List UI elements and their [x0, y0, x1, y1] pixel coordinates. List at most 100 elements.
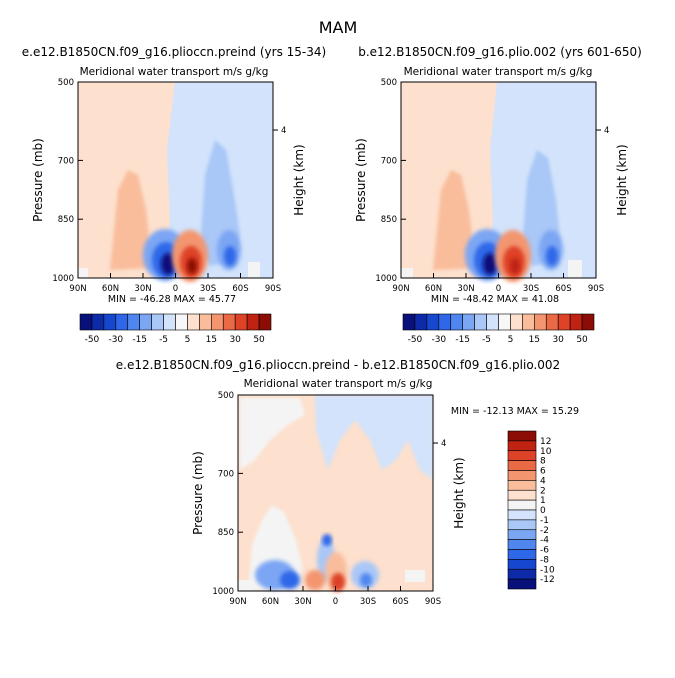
colorbar-box	[507, 460, 537, 471]
colorbar-label: 6	[540, 467, 546, 477]
colorbar-box	[474, 313, 487, 331]
colorbar-label: 15	[206, 335, 217, 345]
panel-right: b.e12.B1850CN.f09_g16.plio.002 (yrs 601-…	[358, 45, 642, 282]
colorbar-box	[507, 519, 537, 531]
colorbar-label: 12	[540, 437, 551, 447]
colorbar-box	[450, 313, 463, 331]
x-tick-label: 90N	[392, 284, 409, 294]
y-axis-label: Pressure (mb)	[191, 451, 205, 535]
colorbar-box	[91, 313, 105, 331]
y-tick-label: 850	[58, 215, 74, 225]
positive-core-inner	[187, 258, 197, 274]
height-axis-label: Height (km)	[292, 144, 306, 215]
panel-diff-subtitle: Meridional water transport m/s g/kg	[244, 378, 433, 390]
colorbar-box	[507, 539, 537, 550]
zero-patch	[248, 262, 260, 278]
panel-right-title: b.e12.B1850CN.f09_g16.plio.002 (yrs 601-…	[358, 45, 642, 59]
colorbar-box	[175, 313, 188, 331]
colorbar-box	[507, 509, 537, 521]
colorbar-label: -4	[540, 536, 549, 546]
colorbar-box	[507, 559, 537, 570]
colorbar-label: -8	[540, 555, 549, 565]
negative-field	[315, 395, 433, 480]
colorbar-box	[581, 313, 595, 331]
x-tick-label: 90N	[69, 284, 86, 294]
colorbar-label: -10	[540, 565, 555, 575]
x-tick-label: 30N	[294, 597, 311, 607]
y-tick-label: 1000	[375, 274, 397, 284]
colorbar-box	[402, 313, 416, 331]
x-tick-label: 60N	[262, 597, 279, 607]
min-max-stats: MIN = -48.42 MAX = 41.08	[431, 294, 559, 305]
y-tick-label: 700	[58, 156, 74, 166]
colorbar-box	[258, 313, 272, 331]
x-tick-label: 30N	[457, 284, 474, 294]
colorbar-label: -6	[540, 546, 549, 556]
colorbar-label: 50	[576, 335, 588, 345]
colorbar-label: 5	[508, 335, 514, 345]
height-axis-label: Height (km)	[615, 144, 629, 215]
colorbar-box	[127, 313, 140, 331]
colorbar-box	[103, 313, 117, 331]
colorbar-box	[557, 313, 571, 331]
colorbar-box	[211, 313, 224, 331]
colorbar-label: -12	[540, 575, 555, 585]
x-tick-label: 30N	[134, 284, 151, 294]
colorbar-box	[426, 313, 440, 331]
colorbar-label: 1	[540, 496, 546, 506]
colorbar-box	[569, 313, 583, 331]
colorbar-box	[151, 313, 164, 331]
colorbar-box	[507, 549, 537, 560]
zero-patch	[568, 260, 582, 278]
colorbar-label: -30	[108, 335, 123, 345]
x-tick-label: 90S	[588, 284, 604, 294]
x-tick-label: 90S	[265, 284, 281, 294]
colorbar-box	[507, 430, 537, 442]
x-tick-label: 60N	[102, 284, 119, 294]
colorbar-box	[222, 313, 236, 331]
height-tick-label: 4	[281, 126, 286, 136]
colorbar-box	[163, 313, 176, 331]
colorbar-label: 50	[253, 335, 265, 345]
x-tick-label: 90S	[425, 597, 441, 607]
colorbar-label: -50	[85, 335, 100, 345]
x-tick-label: 0	[333, 597, 338, 607]
colorbar-box	[139, 313, 152, 331]
colorbar-box	[187, 313, 200, 331]
figure-title: MAM	[319, 18, 358, 37]
panel-right-subtitle: Meridional water transport m/s g/kg	[404, 66, 593, 78]
x-tick-label: 90N	[229, 597, 246, 607]
x-tick-label: 30S	[200, 284, 216, 294]
colorbar-box	[534, 313, 547, 331]
x-tick-label: 30S	[360, 597, 376, 607]
colorbar-label: -15	[132, 335, 147, 345]
panel-right-plot-area	[400, 81, 597, 282]
x-tick-label: 0	[173, 284, 178, 294]
zero-patch	[405, 570, 425, 582]
negative-side-core	[360, 573, 372, 587]
colorbar-label: 30	[229, 335, 241, 345]
colorbar-label: -5	[159, 335, 168, 345]
colorbar-box	[507, 489, 537, 501]
x-tick-label: 60N	[425, 284, 442, 294]
y-tick-label: 500	[58, 78, 74, 88]
colorbar-label: 0	[540, 506, 546, 516]
colorbar-label: 5	[185, 335, 191, 345]
negative-core-inner	[161, 253, 175, 275]
x-tick-label: 60S	[555, 284, 571, 294]
colorbar-box	[522, 313, 535, 331]
negative-side-core	[546, 246, 558, 266]
negative-core-inner	[483, 253, 497, 275]
colorbar-box	[115, 313, 129, 331]
positive-core-inner	[510, 258, 520, 274]
min-max-stats: MIN = -46.28 MAX = 45.77	[108, 294, 236, 305]
x-tick-label: 60S	[232, 284, 248, 294]
colorbar-box	[507, 568, 537, 580]
panel-diff: e.e12.B1850CN.f09_g16.plioccn.preind - b…	[116, 358, 560, 592]
colorbar-label: 10	[540, 447, 552, 457]
colorbar-box	[507, 499, 537, 511]
panel-diff-title: e.e12.B1850CN.f09_g16.plioccn.preind - b…	[116, 358, 560, 372]
colorbar-box	[438, 313, 452, 331]
